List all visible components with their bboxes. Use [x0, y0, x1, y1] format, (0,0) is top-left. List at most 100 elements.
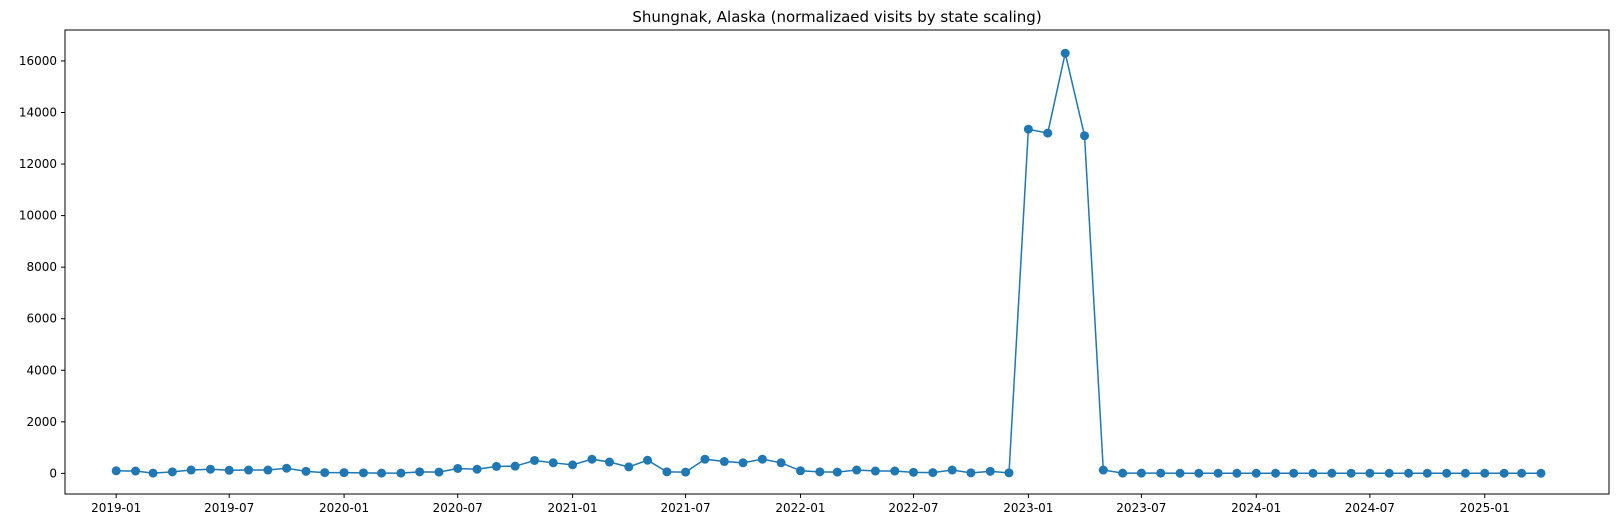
data-point	[1289, 468, 1299, 478]
x-axis: 2019-01 2019-07 2020-01 2020-07 2021-01 2021-…	[91, 494, 1510, 515]
data-point	[643, 455, 653, 465]
data-point	[548, 458, 558, 468]
data-point	[167, 467, 177, 477]
series-line	[116, 53, 1541, 474]
data-point	[890, 466, 900, 476]
data-point	[320, 468, 330, 478]
data-point	[757, 454, 767, 464]
y-tick-label: 4000	[26, 363, 57, 377]
data-point	[1004, 468, 1014, 478]
data-point	[358, 468, 368, 478]
data-point	[148, 468, 158, 478]
data-point	[510, 461, 520, 471]
y-tick-label: 14000	[19, 105, 57, 119]
y-tick-label: 8000	[26, 260, 57, 274]
data-point	[434, 467, 444, 477]
data-point	[568, 460, 578, 470]
data-point	[244, 465, 254, 475]
data-point	[832, 467, 842, 477]
data-point	[1213, 468, 1223, 478]
data-point	[1480, 468, 1490, 478]
data-point	[415, 467, 425, 477]
data-point	[908, 467, 918, 477]
data-point	[1098, 465, 1108, 475]
data-point	[1156, 468, 1166, 478]
x-tick-label: 2025-01	[1460, 501, 1510, 515]
data-point	[852, 465, 862, 475]
data-point	[396, 468, 406, 478]
data-point	[205, 464, 215, 474]
data-point	[472, 464, 482, 474]
data-point	[224, 465, 234, 475]
data-point	[870, 466, 880, 476]
data-point	[1136, 468, 1146, 478]
data-point	[985, 466, 995, 476]
x-tick-label: 2022-01	[775, 501, 825, 515]
data-point	[1251, 468, 1261, 478]
data-point	[928, 468, 938, 478]
data-point	[719, 457, 729, 467]
data-point	[1327, 468, 1337, 478]
x-tick-label: 2019-01	[91, 501, 141, 515]
data-point	[1043, 128, 1053, 138]
data-point	[587, 454, 597, 464]
x-tick-label: 2022-07	[888, 501, 938, 515]
data-point	[947, 465, 957, 475]
data-point	[681, 467, 691, 477]
data-point	[1499, 468, 1509, 478]
data-point	[1460, 468, 1470, 478]
data-point	[1060, 48, 1070, 58]
data-point	[1232, 468, 1242, 478]
data-point	[1404, 468, 1414, 478]
data-point	[604, 457, 614, 467]
data-point	[1346, 468, 1356, 478]
data-point	[1442, 468, 1452, 478]
data-series	[111, 48, 1546, 478]
data-point	[530, 455, 540, 465]
data-point	[1536, 468, 1546, 478]
data-point	[624, 462, 634, 472]
data-point	[1365, 468, 1375, 478]
data-point	[1271, 468, 1281, 478]
data-point	[738, 458, 748, 468]
data-point	[111, 466, 121, 476]
y-tick-label: 2000	[26, 415, 57, 429]
data-point	[795, 466, 805, 476]
data-point	[1194, 468, 1204, 478]
data-point	[282, 463, 292, 473]
data-point	[1517, 468, 1527, 478]
data-point	[1308, 468, 1318, 478]
data-point	[1422, 468, 1432, 478]
data-point	[301, 466, 311, 476]
x-tick-label: 2023-07	[1116, 501, 1166, 515]
x-tick-label: 2021-01	[548, 501, 598, 515]
data-point	[131, 466, 141, 476]
x-tick-label: 2024-01	[1231, 501, 1281, 515]
x-tick-label: 2019-07	[204, 501, 254, 515]
x-tick-label: 2020-07	[433, 501, 483, 515]
x-tick-label: 2024-07	[1345, 501, 1395, 515]
x-tick-label: 2021-07	[661, 501, 711, 515]
data-point	[776, 458, 786, 468]
data-point	[186, 465, 196, 475]
data-point	[662, 467, 672, 477]
data-point	[339, 468, 349, 478]
data-point	[1118, 468, 1128, 478]
x-tick-label: 2020-01	[319, 501, 369, 515]
data-point	[491, 461, 501, 471]
data-point	[377, 468, 387, 478]
y-tick-label: 16000	[19, 54, 57, 68]
y-tick-label: 0	[49, 466, 57, 480]
data-point	[263, 465, 273, 475]
data-point	[453, 463, 463, 473]
y-tick-label: 10000	[19, 209, 57, 223]
y-tick-label: 12000	[19, 157, 57, 171]
data-point	[815, 467, 825, 477]
plot-area	[64, 29, 1610, 495]
data-point	[1023, 124, 1033, 134]
y-axis: 0 2000 4000 6000 8000 10000 12000 14000 16000	[19, 54, 65, 480]
data-point	[700, 454, 710, 464]
chart-title: Shungnak, Alaska (normalizaed visits by …	[632, 8, 1041, 26]
data-point	[1175, 468, 1185, 478]
